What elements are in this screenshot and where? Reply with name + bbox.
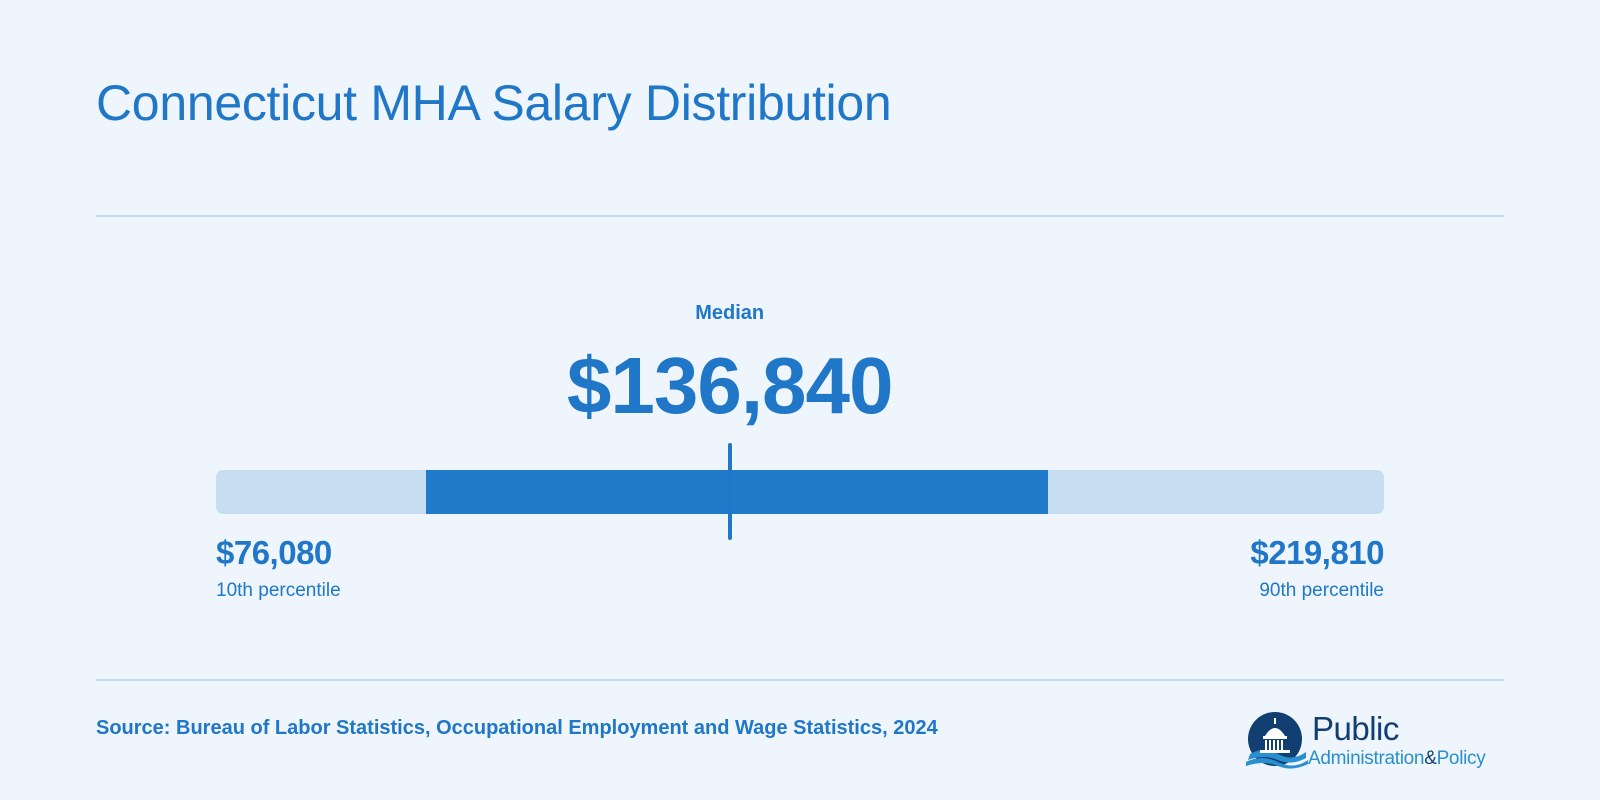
logo-word-administration: Administration <box>1308 748 1425 769</box>
logo-wordmark-subtitle: Administration&Policy <box>1308 748 1486 770</box>
median-label: Median <box>695 302 765 324</box>
p10-value: $76,080 <box>216 534 332 571</box>
logo-wordmark-public: Public <box>1312 710 1399 747</box>
source-citation: Source: Bureau of Labor Statistics, Occu… <box>96 717 938 739</box>
p90-value: $219,810 <box>1250 534 1384 571</box>
divider-bottom <box>96 679 1504 681</box>
p90-label: 90th percentile <box>1259 580 1384 601</box>
logo-word-policy: Policy <box>1436 748 1486 769</box>
p10-label: 10th percentile <box>216 580 341 601</box>
divider-top <box>96 215 1504 217</box>
capitol-dome-icon <box>1246 712 1308 769</box>
logo-ampersand: & <box>1424 748 1437 769</box>
publisher-logo: Public Administration&Policy <box>1244 708 1504 774</box>
median-value: $136,840 <box>566 341 894 430</box>
page-title: Connecticut MHA Salary Distribution <box>96 75 892 131</box>
median-marker <box>727 443 732 540</box>
interquartile-range-bar <box>425 470 1048 514</box>
